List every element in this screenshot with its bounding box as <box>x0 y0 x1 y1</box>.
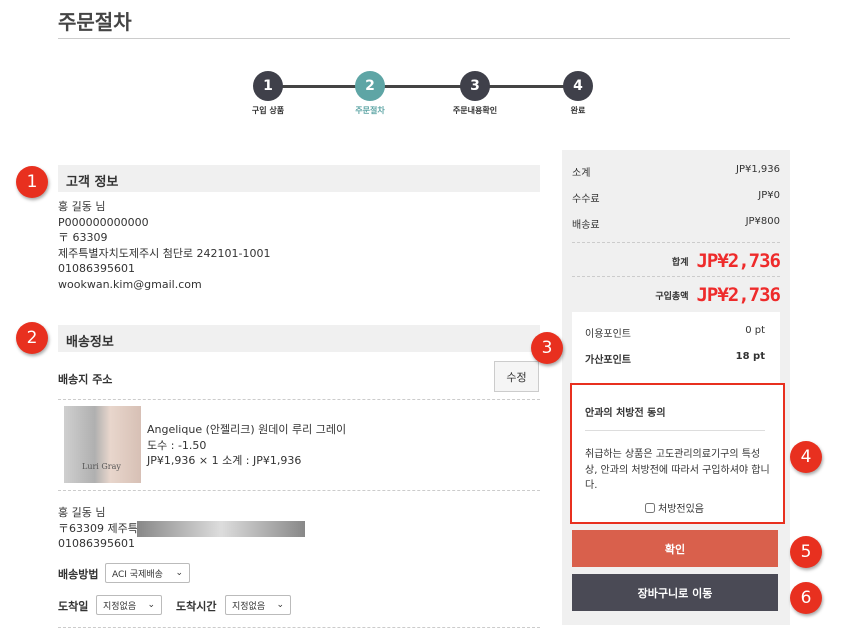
total-value: JP¥2,736 <box>696 250 781 272</box>
chevron-down-icon: ⌄ <box>276 600 284 610</box>
customer-info: 홍 길동 님 P000000000000 〒 63309 제주특별자치도제주시 … <box>58 199 271 292</box>
arrival-date-select[interactable]: 지정없음 ⌄ <box>96 595 162 615</box>
annotation-badge: 2 <box>16 322 48 354</box>
go-to-cart-button[interactable]: 장바구니로 이동 <box>572 574 778 611</box>
points-label: 가산포인트 <box>585 355 631 366</box>
customer-phone: 01086395601 <box>58 262 135 275</box>
recipient-address: 〒63309 제주특별 <box>58 521 148 535</box>
shipping-method-select[interactable]: ACI 국제배송 ⌄ <box>105 563 190 583</box>
summary-label: 배송료 <box>572 220 600 231</box>
customer-id: P000000000000 <box>58 215 149 229</box>
summary-row-shipping: 배송료 JP¥800 <box>572 216 780 231</box>
recipient-info: 홍 길동 님 〒63309 제주특별 01086395601 <box>58 505 148 552</box>
customer-name: 홍 길동 님 <box>58 200 106 213</box>
divider <box>58 38 790 39</box>
step-label: 완료 <box>570 106 586 115</box>
page-title: 주문절차 <box>58 10 132 34</box>
annotation-badge: 3 <box>531 332 563 364</box>
summary-label: 소계 <box>572 168 591 179</box>
divider <box>572 276 780 277</box>
product-name[interactable]: Angelique (안젤리크) 원데이 루리 그레이 <box>147 423 347 436</box>
product-image[interactable]: Luri Gray <box>64 406 141 483</box>
used-points-row: 이용포인트 0 pt <box>585 325 765 340</box>
summary-row-fee: 수수료 JP¥0 <box>572 190 780 205</box>
shipping-address-title: 배송지 주소 <box>58 373 113 386</box>
points-label: 이용포인트 <box>585 329 631 340</box>
divider <box>572 242 780 243</box>
annotation-badge: 4 <box>790 441 822 473</box>
product-info: Angelique (안젤리크) 원데이 루리 그레이 도수 : -1.50 J… <box>147 422 346 469</box>
step-label: 구입 상품 <box>251 106 285 115</box>
customer-address: 제주특별자치도제주시 첨단로 242101-1001 <box>58 246 271 260</box>
product-image-text: Luri Gray <box>82 462 121 471</box>
edit-address-button[interactable]: 수정 <box>494 361 539 392</box>
step-3: 3 <box>460 71 490 101</box>
prescription-checkbox[interactable] <box>645 502 655 513</box>
divider <box>58 490 540 491</box>
product-power: 도수 : -1.50 <box>147 438 207 452</box>
arrival-time-select[interactable]: 지정없음 ⌄ <box>225 595 291 615</box>
recipient-phone: 01086395601 <box>58 537 135 550</box>
customer-email: wookwan.kim@gmail.com <box>58 277 202 291</box>
purchase-total-value: JP¥2,736 <box>696 284 781 306</box>
shipping-method-value: ACI 국제배송 <box>112 569 163 580</box>
points-box <box>572 312 780 383</box>
shipping-method-label: 배송방법 <box>58 568 99 581</box>
purchase-total-row: 구입총액 JP¥2,736 <box>572 284 781 306</box>
total-label: 합계 <box>671 257 689 268</box>
divider <box>58 627 540 628</box>
arrival-date-value: 지정없음 <box>103 601 137 612</box>
purchase-total-label: 구입총액 <box>655 291 689 302</box>
points-value: 0 pt <box>745 325 765 336</box>
earned-points-row: 가산포인트 18 pt <box>585 351 765 366</box>
shipping-info-header: 배송정보 <box>58 325 540 352</box>
total-row: 합계 JP¥2,736 <box>572 250 781 272</box>
step-progress-line <box>268 85 578 88</box>
redacted-address <box>137 521 305 537</box>
product-price: JP¥1,936 × 1 소계 : JP¥1,936 <box>147 454 302 467</box>
annotation-badge: 1 <box>16 166 48 198</box>
arrival-time-label: 도착시간 <box>176 600 217 613</box>
consent-text: 취급하는 상품은 고도관리의료기구의 특성상, 안과의 처방전에 따라서 구입하… <box>585 449 770 491</box>
arrival-time-value: 지정없음 <box>232 601 266 612</box>
annotation-badge: 6 <box>790 582 822 614</box>
consent-title: 안과의 처방전 동의 <box>585 408 666 419</box>
step-label: 주문내용확인 <box>452 106 498 115</box>
step-1: 1 <box>253 71 283 101</box>
summary-label: 수수료 <box>572 194 600 205</box>
arrival-date-label: 도착일 <box>58 600 89 613</box>
step-2: 2 <box>355 71 385 101</box>
confirm-button[interactable]: 확인 <box>572 530 778 567</box>
recipient-name: 홍 길동 님 <box>58 506 106 519</box>
annotation-badge: 5 <box>790 536 822 568</box>
prescription-checkbox-label[interactable]: 처방전있음 <box>645 500 704 515</box>
chevron-down-icon: ⌄ <box>147 600 155 610</box>
checkbox-text: 처방전있음 <box>658 504 704 515</box>
summary-value: JP¥0 <box>758 190 780 201</box>
summary-row-subtotal: 소계 JP¥1,936 <box>572 164 780 179</box>
chevron-down-icon: ⌄ <box>175 568 183 578</box>
summary-value: JP¥1,936 <box>736 164 780 175</box>
divider <box>58 399 540 400</box>
divider <box>585 430 765 431</box>
summary-value: JP¥800 <box>745 216 780 227</box>
step-label: 주문절차 <box>355 106 385 115</box>
prescription-consent-box <box>570 383 785 524</box>
step-4: 4 <box>563 71 593 101</box>
customer-zip: 〒 63309 <box>58 231 108 244</box>
customer-info-header: 고객 정보 <box>58 165 540 192</box>
points-value: 18 pt <box>735 351 765 362</box>
